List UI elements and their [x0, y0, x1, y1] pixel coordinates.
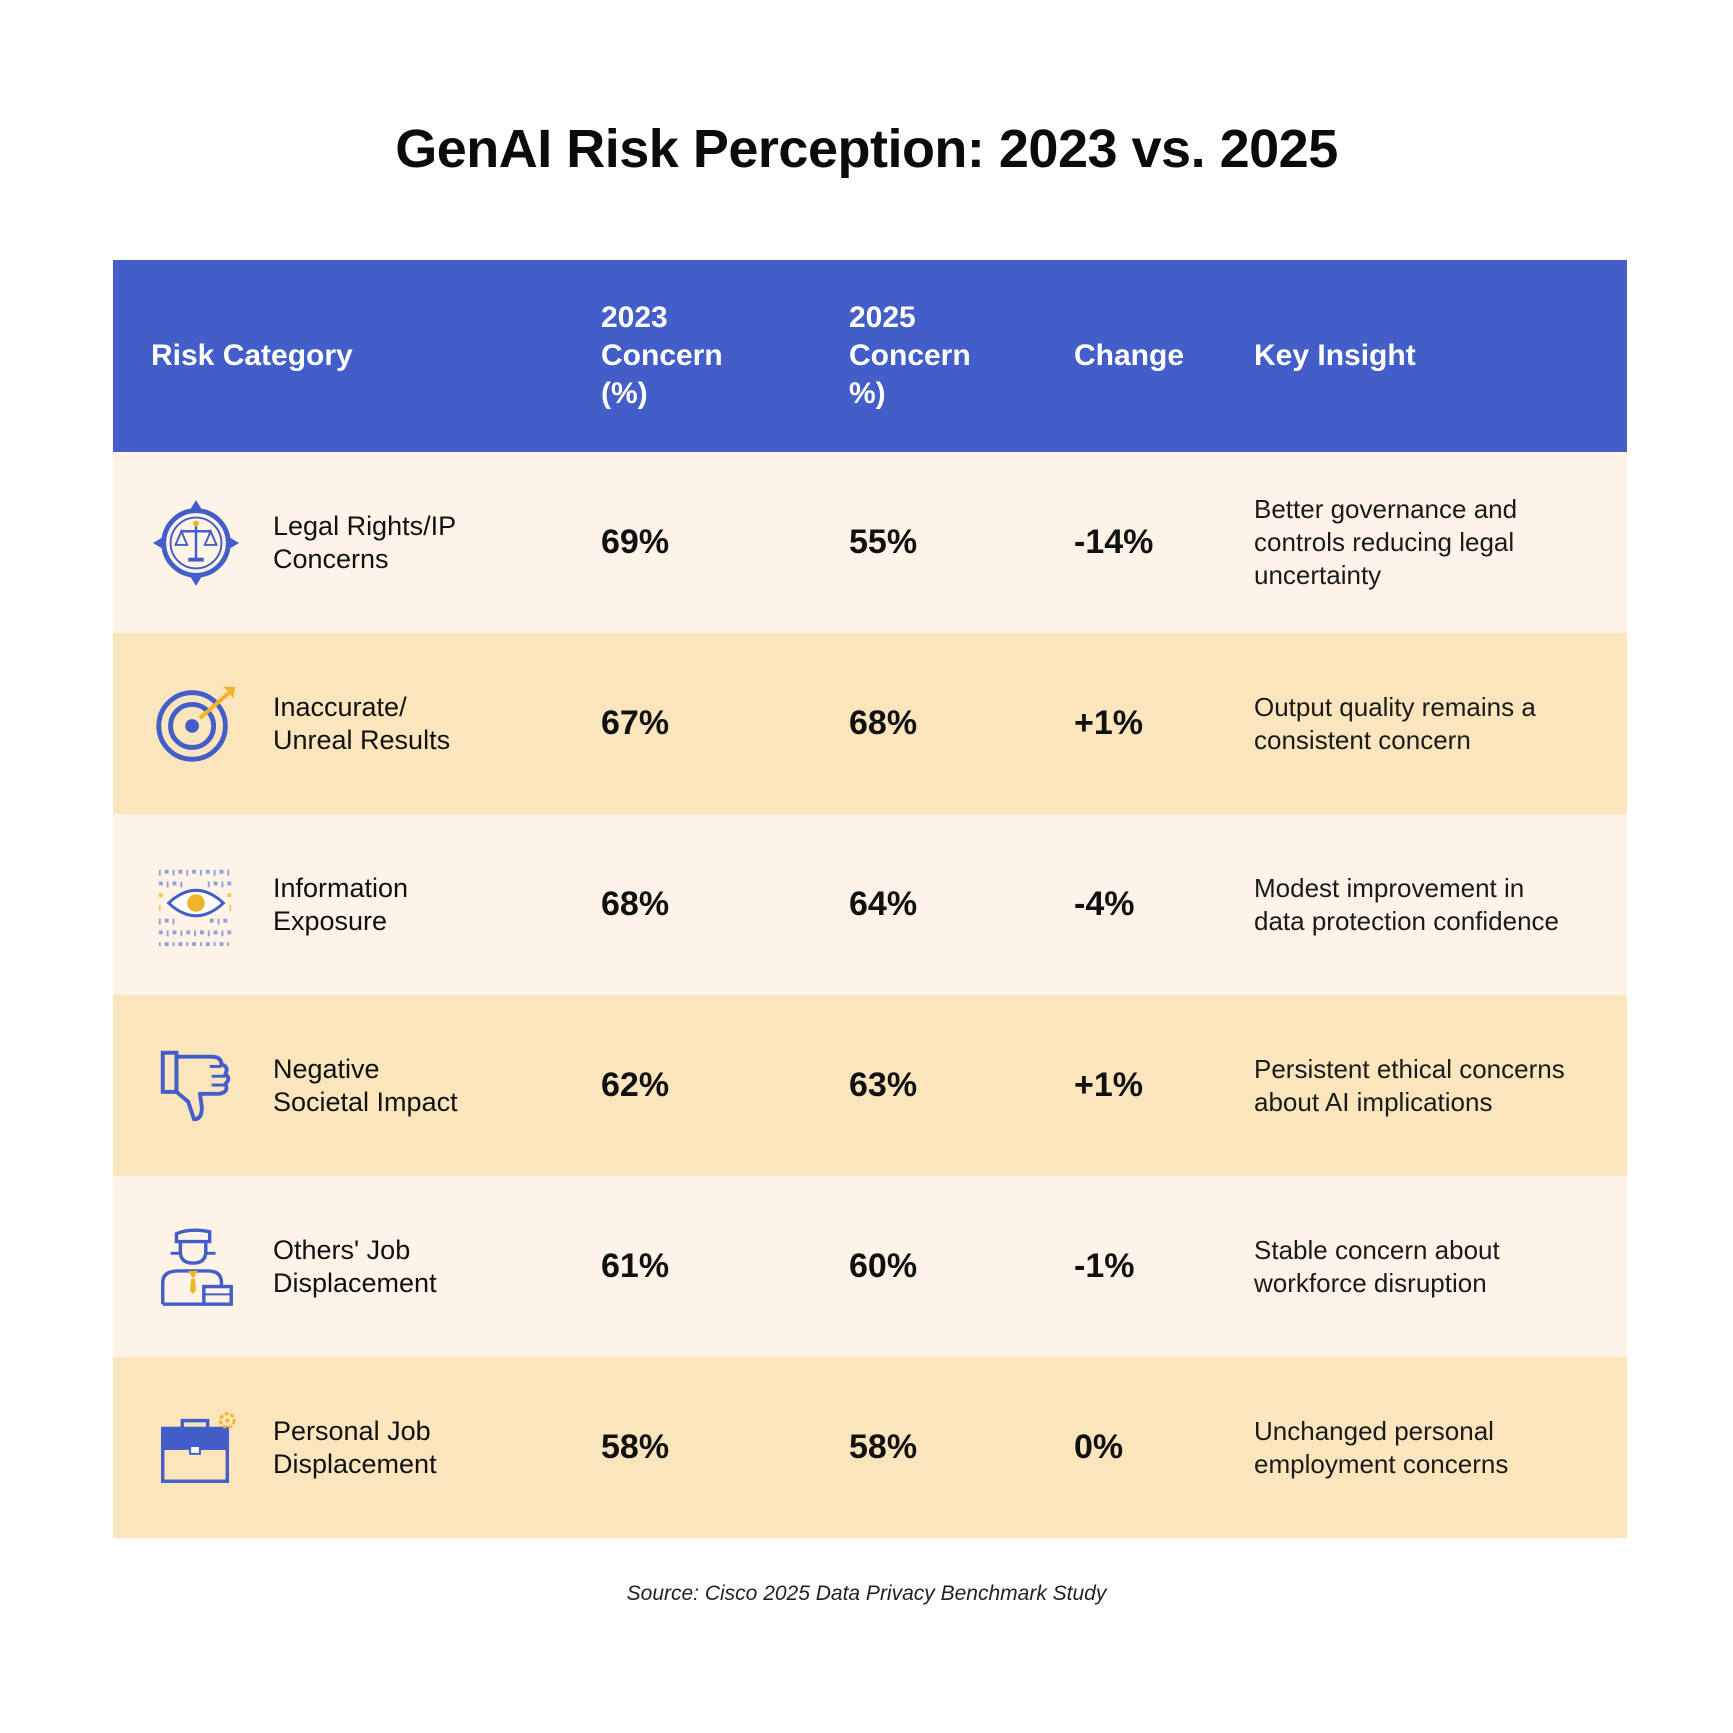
category-line-2: Unreal Results	[273, 724, 451, 755]
table-row: Legal Rights/IP Concerns 69% 55% -14% Bet…	[113, 452, 1627, 633]
value-2023: 62%	[601, 1066, 670, 1104]
insight-line-1: Better governance and	[1254, 494, 1518, 524]
header-change: Change	[1074, 339, 1185, 372]
risk-table: Risk Category 2023 Concern (%) 2025 Conc…	[113, 260, 1627, 1538]
worker-icon	[151, 1176, 241, 1357]
header-2023-line-1: 2023	[601, 301, 668, 334]
value-2025: 60%	[849, 1247, 918, 1285]
table-row: Negative Societal Impact 62% 63% +1% Pers…	[113, 995, 1627, 1176]
value-2025: 68%	[849, 704, 918, 742]
insight-line-2: employment concerns	[1254, 1448, 1509, 1479]
category-line-2: Societal Impact	[273, 1086, 458, 1117]
insight-line-1: Unchanged personal	[1254, 1415, 1494, 1446]
value-2025: 55%	[849, 523, 918, 561]
table-header: Risk Category 2023 Concern (%) 2025 Conc…	[113, 260, 1627, 452]
value-change: -1%	[1074, 1247, 1135, 1285]
target-icon	[151, 633, 241, 814]
category-line-2: Concerns	[273, 543, 389, 574]
value-change: +1%	[1074, 704, 1143, 742]
value-change: -14%	[1074, 523, 1154, 561]
category-line-2: Displacement	[273, 1267, 437, 1298]
header-2025-line-3: %)	[849, 377, 886, 410]
category-line-1: Personal Job	[273, 1415, 431, 1446]
header-2025-line-1: 2025	[849, 301, 916, 334]
header-2023-line-3: (%)	[601, 377, 648, 410]
value-2023: 69%	[601, 523, 670, 561]
key-insight: Output quality remains a consistent conce…	[1254, 633, 1614, 814]
category-label: Information Exposure	[273, 814, 563, 995]
insight-line-1: Stable concern about	[1254, 1234, 1500, 1265]
insight-line-1: Output quality remains a	[1254, 691, 1536, 722]
header-2025-line-2: Concern	[849, 339, 971, 372]
category-line-2: Displacement	[273, 1448, 437, 1479]
header-key-insight: Key Insight	[1254, 339, 1416, 372]
value-change: +1%	[1074, 1066, 1143, 1104]
insight-line-2: about AI implications	[1254, 1086, 1493, 1117]
briefcase-icon	[151, 1357, 241, 1538]
insight-line-1: Modest improvement in	[1254, 872, 1525, 903]
header-2023-line-2: Concern	[601, 339, 723, 372]
insight-line-2: controls reducing legal	[1254, 527, 1515, 557]
table-row: Inaccurate/Unreal Results 67% 68% +1% Ou…	[113, 633, 1627, 814]
eye-data-icon	[151, 814, 241, 995]
value-2023: 58%	[601, 1428, 670, 1466]
value-2025: 58%	[849, 1428, 918, 1466]
value-change: -4%	[1074, 885, 1135, 923]
category-line-2: Exposure	[273, 905, 388, 936]
key-insight: Unchanged personal employment concerns	[1254, 1357, 1614, 1538]
category-line-1: Negative	[273, 1053, 380, 1084]
category-line-1: Legal Rights/IP	[273, 510, 457, 541]
value-2023: 61%	[601, 1247, 670, 1285]
category-label: Legal Rights/IP Concerns	[273, 452, 563, 633]
value-2023: 67%	[601, 704, 670, 742]
category-label: Others' Job Displacement	[273, 1176, 563, 1357]
insight-line-1: Persistent ethical concerns	[1254, 1053, 1565, 1084]
insight-line-2: consistent concern	[1254, 724, 1471, 755]
category-line-1: Inaccurate/	[273, 691, 407, 722]
category-line-1: Others' Job	[273, 1234, 411, 1265]
key-insight: Modest improvement in data protection con…	[1254, 814, 1614, 995]
value-change: 0%	[1074, 1428, 1124, 1466]
page-title: GenAI Risk Perception: 2023 vs. 2025	[395, 119, 1338, 179]
value-2025: 63%	[849, 1066, 918, 1104]
key-insight: Better governance and controls reducing l…	[1254, 452, 1614, 633]
insight-line-3: uncertainty	[1254, 560, 1382, 590]
table-row: Information Exposure 68% 64% -4% Modest i…	[113, 814, 1627, 995]
category-label: Negative Societal Impact	[273, 995, 563, 1176]
category-line-1: Information	[273, 872, 409, 903]
category-label: Personal Job Displacement	[273, 1357, 563, 1538]
table-row: Personal Job Displacement 58% 58% 0% Unch…	[113, 1357, 1627, 1538]
header-2023-concern: 2023 Concern (%)	[601, 260, 723, 452]
thumbs-down-icon	[151, 995, 241, 1176]
value-2025: 64%	[849, 885, 918, 923]
insight-line-2: workforce disruption	[1254, 1267, 1487, 1298]
table-row: Others' Job Displacement 61% 60% -1% Stab…	[113, 1176, 1627, 1357]
scales-compass-icon	[151, 452, 241, 633]
header-2025-concern: 2025 Concern %)	[849, 260, 971, 452]
key-insight: Persistent ethical concerns about AI impl…	[1254, 995, 1614, 1176]
key-insight: Stable concern about workforce disruption	[1254, 1176, 1614, 1357]
insight-line-2: data protection confidence	[1254, 905, 1559, 936]
header-risk-category: Risk Category	[151, 339, 353, 372]
category-label: Inaccurate/Unreal Results	[273, 633, 563, 814]
source-note: Source: Cisco 2025 Data Privacy Benchmar…	[626, 1582, 1107, 1605]
value-2023: 68%	[601, 885, 670, 923]
